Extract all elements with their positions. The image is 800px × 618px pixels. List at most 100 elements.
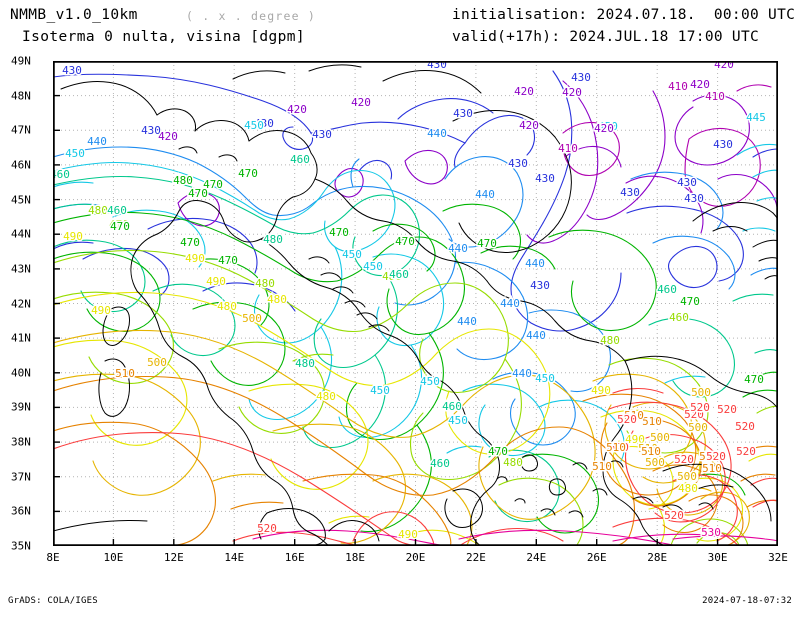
- contour-label: 520: [257, 522, 277, 535]
- contour-label: 500: [242, 312, 262, 325]
- contour-label: 480: [382, 270, 402, 283]
- contour-label-halo: 490: [625, 433, 645, 446]
- contour-label: 420: [714, 61, 734, 71]
- x-tick-label: 10E: [103, 551, 124, 564]
- contour-label-halo: 450: [535, 372, 555, 385]
- contour-label: 480: [255, 277, 275, 290]
- x-tick-label: 30E: [707, 551, 728, 564]
- contour-label-halo: 470: [180, 236, 200, 249]
- x-tick-label: 18E: [345, 551, 366, 564]
- contour-label: 510: [702, 462, 722, 475]
- contour-label-halo: 510: [702, 462, 722, 475]
- contour-label-halo: 520: [684, 408, 704, 421]
- y-axis-labels: 35N 36N 37N 38N 39N 40N 41N 42N 43N 44N 45N 46N 47N 4…: [11, 55, 778, 553]
- contour-level-460: [53, 175, 778, 523]
- contour-label: 510: [641, 445, 661, 458]
- contour-label-halo: 430: [620, 186, 640, 199]
- contour-label-halo: 420: [594, 122, 614, 135]
- contour-label-halo: 430: [530, 279, 550, 292]
- contour-label: 470: [109, 218, 129, 231]
- contour-label-halo: 470: [329, 226, 349, 239]
- contour-label: 480: [503, 456, 523, 469]
- contour-label-halo: 440: [525, 257, 545, 270]
- contour-label: 410: [705, 90, 725, 103]
- y-tick-label: 46N: [11, 158, 31, 172]
- contour-label-halo: 500: [242, 312, 262, 325]
- contour-level-430: [53, 70, 778, 332]
- y-tick-label: 35N: [11, 539, 31, 553]
- contour-label: 470: [395, 235, 415, 248]
- contour-label-halo: 440: [475, 188, 495, 201]
- x-tick-label: 20E: [405, 551, 426, 564]
- units-subtitle: ( . x . degree ): [186, 9, 316, 23]
- x-tick-label: 16E: [284, 551, 305, 564]
- contour-label-halo: 480: [173, 174, 193, 187]
- contour-label-halo: 520: [609, 441, 629, 454]
- y-tick-label: 48N: [11, 89, 31, 103]
- contour-label-halo: 450: [244, 119, 264, 132]
- contour-label: 430: [535, 172, 555, 185]
- contour-label-halo: 500: [688, 421, 708, 434]
- contour-label: 430: [530, 279, 550, 292]
- contour-level-470: [53, 203, 778, 534]
- x-tick-label: 8E: [46, 551, 60, 564]
- contour-label-halo: 510: [641, 445, 661, 458]
- contour-label-halo: 430: [141, 124, 161, 137]
- contour-label-halo: 490: [185, 252, 205, 265]
- contour-label-halo: 520: [617, 413, 637, 426]
- contour-label: 520: [690, 401, 710, 414]
- contour-label-halo: 420: [690, 78, 710, 91]
- contour-label-halo: 430: [508, 157, 528, 170]
- contour-label: 520: [706, 450, 726, 463]
- contour-label-halo: 430: [571, 71, 591, 84]
- contour-label: 510: [592, 460, 612, 473]
- contour-label-halo: 470: [744, 373, 764, 386]
- contour-label: 490: [91, 304, 111, 317]
- contour-label: 450: [598, 120, 618, 133]
- contour-label-halo: 450: [65, 147, 85, 160]
- contour-label-halo: 430: [312, 128, 332, 141]
- contour-label-halo: 480: [255, 277, 275, 290]
- contour-label: 490: [678, 471, 698, 484]
- y-tick-label: 44N: [11, 227, 31, 241]
- contour-label-halo: 420: [714, 61, 734, 71]
- contour-label-halo: 420: [562, 86, 582, 99]
- contour-level-410: [562, 84, 772, 207]
- x-axis-labels: 8E 10E 12E 14E 16E 18E 20E 22E 24E 26E 28E 30E 32E: [46, 61, 788, 564]
- contour-label: 470: [488, 445, 508, 458]
- contour-label: 510: [115, 367, 135, 380]
- contour-label: 430: [453, 107, 473, 120]
- contour-label-halo: 520: [735, 420, 755, 433]
- contour-label: 430: [684, 192, 704, 205]
- contour-label-halo: 410: [558, 142, 578, 155]
- contour-label-halo: 490: [206, 275, 226, 288]
- contour-label-halo: 530: [701, 526, 721, 539]
- contour-label-halo: 440: [512, 367, 532, 380]
- contour-label-halo: 500: [691, 386, 711, 399]
- x-tick-label: 24E: [526, 551, 547, 564]
- y-tick-label: 36N: [11, 504, 31, 518]
- map-gridlines: [53, 61, 778, 546]
- contour-label: 490: [63, 230, 83, 243]
- axis-ticks: [53, 94, 719, 546]
- contour-label: 430: [508, 157, 528, 170]
- contour-label: 460: [657, 283, 677, 296]
- contour-label: 520: [617, 413, 637, 426]
- contour-level-440: [53, 146, 778, 446]
- contour-label-halo: 470: [488, 445, 508, 458]
- contour-label: 430: [141, 124, 161, 137]
- contour-label: 480: [600, 334, 620, 347]
- x-tick-label: 14E: [224, 551, 245, 564]
- contour-label-halo: 520: [706, 450, 726, 463]
- x-tick-label: 12E: [163, 551, 184, 564]
- x-tick-label: 22E: [465, 551, 486, 564]
- contour-label: 420: [351, 96, 371, 109]
- contour-label: 520: [717, 403, 737, 416]
- contour-label-halo: 410: [705, 90, 725, 103]
- contour-label-halo: 480: [678, 482, 698, 495]
- contour-label-halo: 420: [351, 96, 371, 109]
- contour-label: 470: [477, 237, 497, 250]
- contour-label: 450: [342, 248, 362, 261]
- contour-label: 470: [110, 220, 130, 233]
